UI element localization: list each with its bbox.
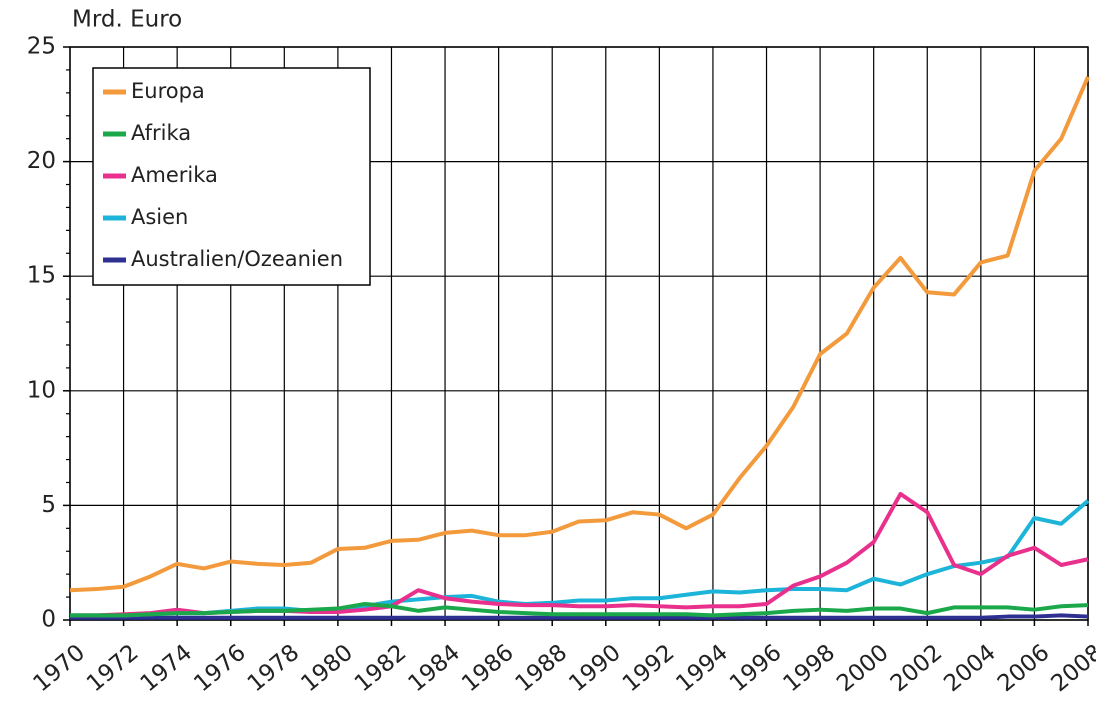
x-tick-label: 2006: [993, 640, 1055, 698]
y-tick-label: 15: [27, 263, 56, 289]
x-tick-label: 1974: [136, 640, 198, 698]
x-tick-label: 2000: [832, 640, 894, 698]
legend-label: Amerika: [131, 163, 218, 187]
series-line: [70, 499, 1090, 618]
series-line: [69, 76, 1090, 593]
x-tick-label: 1992: [618, 640, 680, 698]
legend-box: [92, 67, 371, 286]
x-tick-label: 1980: [296, 640, 358, 698]
x-tick-label: 1982: [350, 640, 412, 698]
x-tick-label: 1978: [243, 640, 305, 698]
series-line: [70, 601, 1089, 618]
x-tick-label: 1996: [725, 640, 787, 698]
x-tick-label: 1972: [82, 640, 144, 698]
x-tick-label: 1986: [457, 640, 519, 698]
y-axis-label: Mrd. Euro: [72, 7, 182, 33]
x-tick-label: 2002: [886, 640, 948, 698]
y-tick-label: 10: [27, 377, 56, 403]
legend-label: Australien/Ozeanien: [131, 247, 343, 271]
y-tick-label: 25: [27, 34, 56, 60]
y-tick-label: 0: [41, 607, 56, 633]
x-tick-label: 1970: [28, 640, 90, 698]
x-tick-label: 2004: [939, 640, 1001, 698]
y-tick-label: 5: [41, 492, 56, 518]
x-tick-label: 1990: [564, 640, 626, 698]
legend-label: Europa: [131, 79, 205, 103]
series-line: [70, 613, 1089, 620]
x-tick-label: 1998: [779, 640, 841, 698]
legend-label: Asien: [131, 205, 188, 229]
x-tick-label: 1976: [189, 640, 251, 698]
x-tick-label: 1994: [671, 640, 733, 698]
series-line: [70, 491, 1089, 618]
legend-label: Afrika: [131, 121, 191, 145]
x-tick-label: 2008: [1046, 640, 1096, 698]
x-tick-label: 1984: [404, 640, 466, 698]
x-tick-label: 1988: [511, 640, 573, 698]
y-tick-label: 20: [27, 148, 56, 174]
